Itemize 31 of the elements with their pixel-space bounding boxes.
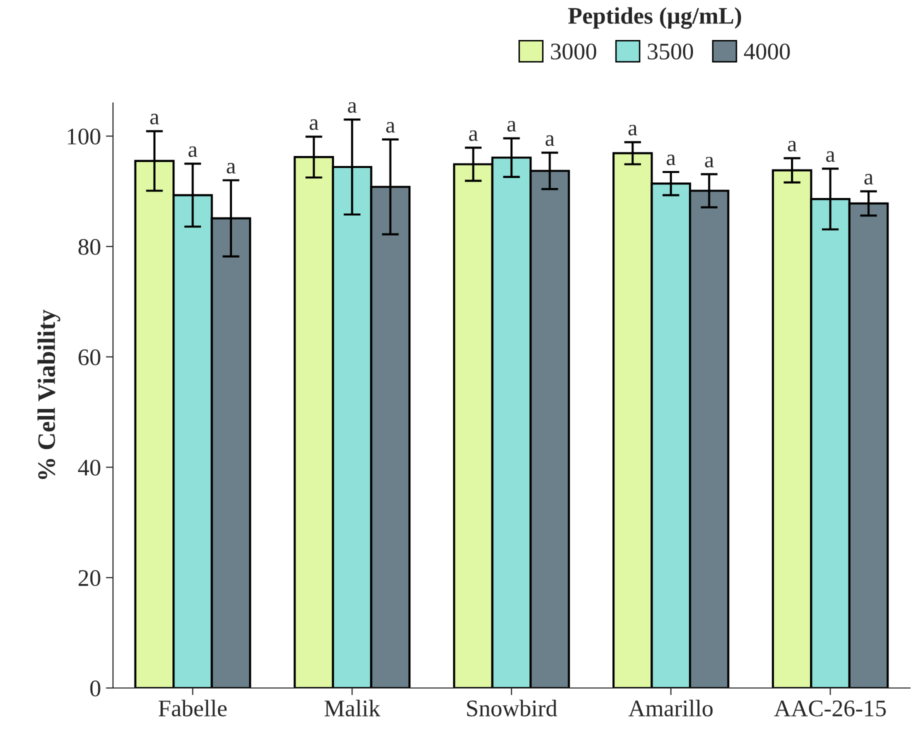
data-label: a <box>188 146 198 157</box>
y-tick-label: 40 <box>78 460 100 476</box>
data-label: a <box>386 122 395 133</box>
data-label: a <box>507 120 516 132</box>
legend-label: 3000 <box>551 44 596 60</box>
y-tick-label: 100 <box>68 128 100 145</box>
y-tick-label: 0 <box>90 680 100 696</box>
data-label: a <box>826 151 835 162</box>
data-label: a <box>546 135 554 146</box>
data-label: a <box>666 154 676 166</box>
y-axis-title: % Cell Viability <box>37 310 60 480</box>
data-label: a <box>150 114 160 124</box>
data-label: a <box>469 130 478 141</box>
y-tick-label: 60 <box>78 349 100 366</box>
x-tick-label: Fabelle <box>158 700 227 716</box>
legend-label: 4000 <box>744 44 790 60</box>
data-label: a <box>348 102 357 113</box>
data-label: a <box>705 156 714 168</box>
y-tick-label: 80 <box>78 238 100 255</box>
data-label: a <box>788 140 797 152</box>
x-tick-label: Malik <box>324 700 380 716</box>
legend-title: Peptides (µg/mL) <box>568 7 742 29</box>
data-label: a <box>226 162 236 174</box>
x-tick-label: Snowbird <box>467 700 558 716</box>
y-tick-label: 20 <box>78 570 100 586</box>
data-label: a <box>864 174 874 185</box>
data-label: a <box>628 124 638 136</box>
x-tick-label: Amarillo <box>628 700 713 716</box>
legend-label: 3500 <box>648 44 694 60</box>
data-label: a <box>310 119 318 130</box>
x-tick-label: AAC-26-15 <box>774 700 886 716</box>
